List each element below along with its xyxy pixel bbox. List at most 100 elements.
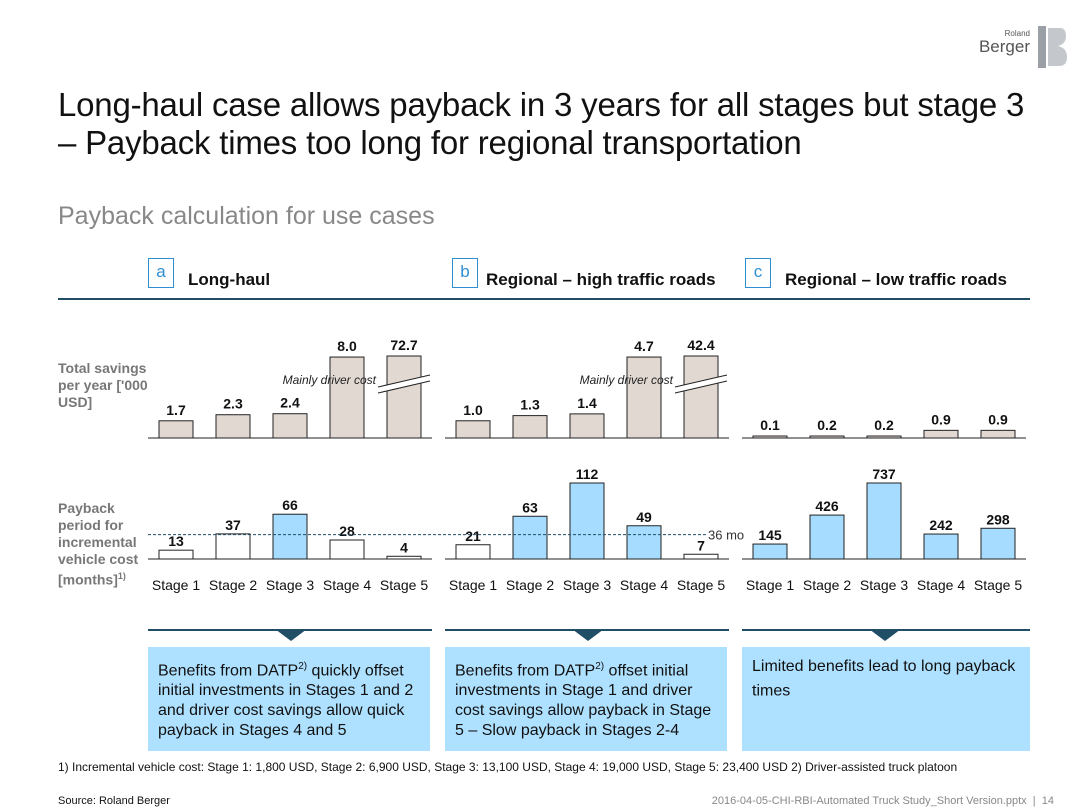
savings-label-b-3: 1.4 [577,395,597,411]
callout-arrow-c [869,629,901,641]
case-tag-b: b [452,258,478,288]
callout-box-a: Benefits from DATP2) quickly offset init… [148,647,430,751]
payback-bar-c-2 [809,514,845,560]
break-gap-a [377,375,431,393]
payback-label-b-3: 112 [576,466,599,482]
payback-label-c-3: 737 [872,466,896,482]
annotation-b: Mainly driver cost [580,373,674,387]
callout-b-after: offset initial investments in Stage 1 an… [455,662,712,740]
savings-label-a-1: 1.7 [166,402,186,418]
page-number: 14 [1041,795,1054,807]
payback-bar-b-2 [512,515,548,560]
category-label-b-3: Stage 3 [563,577,611,593]
savings-bar-b-3 [569,413,605,439]
footnote: 1) Incremental vehicle cost: Stage 1: 1,… [58,760,958,774]
category-label-a-5: Stage 5 [380,577,428,593]
payback-bar-c-5 [980,527,1016,560]
savings-bar-a-3 [272,413,308,439]
case-title-a: Long-haul [188,270,271,289]
category-label-c-3: Stage 3 [860,577,908,593]
savings-bar-b-1 [455,420,491,439]
category-label-a-1: Stage 1 [152,577,200,593]
page-subtitle: Payback calculation for use cases [58,202,435,230]
payback-bar-a-4 [329,539,365,560]
payback-bar-c-3 [866,482,902,560]
callout-b-before: Benefits from DATP [455,662,596,680]
savings-label-c-1: 0.1 [760,417,780,433]
header-divider [58,298,1030,300]
payback-bar-a-2 [215,533,251,560]
callout-arrow-a [275,629,307,641]
payback-bar-a-3 [272,513,308,560]
break-line-top-b [674,374,728,388]
savings-label-c-4: 0.9 [931,411,951,427]
case-title-c: Regional – low traffic roads [785,270,1007,289]
source-note: Source: Roland Berger [58,795,170,807]
callout-a-after: quickly offset initial investments in St… [158,662,414,740]
category-label-c-1: Stage 1 [746,577,794,593]
logo-small-text: Roland [1004,29,1030,38]
callout-arrow-b [572,629,604,641]
category-label-a-4: Stage 4 [323,577,371,593]
savings-label-a-3: 2.4 [280,395,300,411]
savings-label-b-2: 1.3 [520,397,540,413]
category-label-b-1: Stage 1 [449,577,497,593]
logo-mark-icon [1038,26,1067,68]
payback-label-c-4: 242 [929,517,953,533]
case-tag-a: a [148,258,174,288]
savings-bar-b-2 [512,415,548,439]
savings-label-a-5: 72.7 [390,337,417,353]
annotation-a: Mainly driver cost [283,373,377,387]
payback-label-a-5: 4 [400,539,408,555]
savings-bar-b-4 [626,356,662,439]
category-label-c-5: Stage 5 [974,577,1022,593]
payback-label-a-3: 66 [282,497,298,513]
savings-bar-a-4 [329,356,365,439]
brand-logo: Roland Berger [979,29,1030,56]
payback-label-a-4: 28 [339,523,355,539]
category-label-c-2: Stage 2 [803,577,851,593]
category-label-a-3: Stage 3 [266,577,314,593]
savings-bar-c-5 [980,429,1016,439]
payback-bar-b-1 [455,544,491,560]
charts-svg: 1.7 2.3 2.4 8.0 72.7 Mainly driver cost 13 37 66… [148,337,1026,593]
savings-label-b-5: 42.4 [687,337,714,353]
category-label-b-4: Stage 4 [620,577,668,593]
reference-line-label: 36 mo [708,528,744,543]
category-label-b-2: Stage 2 [506,577,554,593]
callout-a-before: Benefits from DATP [158,662,299,680]
payback-label-b-4: 49 [636,509,652,525]
payback-label-c-2: 426 [815,498,839,514]
break-line-bottom-a [377,380,431,394]
callout-b-sup: 2) [595,661,605,672]
savings-label-a-2: 2.3 [223,396,243,412]
payback-label-a-2: 37 [225,517,241,533]
break-line-top-a [377,374,431,388]
payback-bar-c-1 [752,543,788,560]
payback-label-b-1: 21 [465,528,481,544]
file-info: 2016-04-05-CHI-RBI-Automated Truck Study… [711,795,1054,807]
callout-c-before: Limited benefits lead to long payback ti… [752,658,1016,700]
savings-label-b-1: 1.0 [463,402,483,418]
savings-label-c-3: 0.2 [874,417,894,433]
callout-arrows [275,629,901,641]
page-title: Long-haul case allows payback in 3 years… [58,86,1025,161]
savings-label-c-5: 0.9 [988,411,1008,427]
savings-label-a-4: 8.0 [337,338,357,354]
payback-label-c-1: 145 [758,527,782,543]
category-label-c-4: Stage 4 [917,577,965,593]
callout-box-c: Limited benefits lead to long payback ti… [742,647,1030,751]
payback-label-b-2: 63 [522,499,538,515]
payback-bar-b-5 [683,553,719,560]
break-gap-b [674,375,728,393]
payback-label-a-1: 13 [168,533,184,549]
callout-box-b: Benefits from DATP2) offset initial inve… [445,647,727,751]
savings-bar-a-5 [386,355,422,439]
case-tag-c: c [745,258,771,288]
payback-row-label: Payback period for incremental vehicle c… [58,500,153,589]
savings-label-c-2: 0.2 [817,417,837,433]
break-line-bottom-b [674,380,728,394]
savings-row-label: Total savings per year ['000 USD] [58,360,148,410]
payback-bar-c-4 [923,533,959,560]
payback-row-label-sup: 1) [117,571,126,581]
